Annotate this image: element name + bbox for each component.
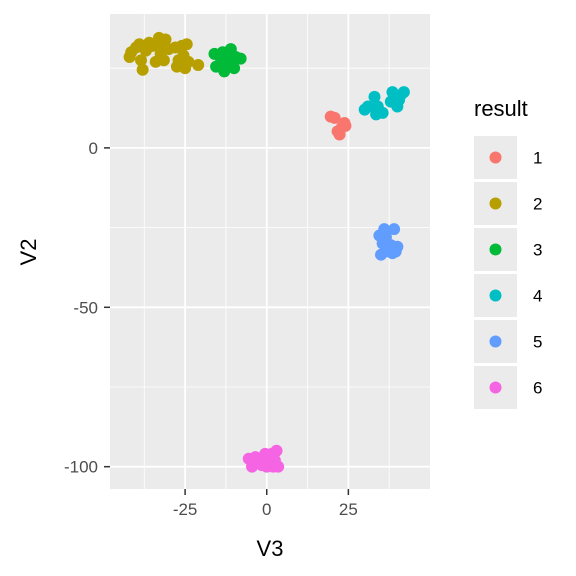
legend-key-1 [489, 151, 502, 164]
point-series-4 [376, 106, 389, 119]
y-tick-label: -100 [64, 458, 98, 477]
point-series-2 [135, 54, 148, 67]
legend: result 1 2 3 4 5 6 [474, 96, 542, 409]
point-series-2 [136, 63, 149, 76]
y-tick-label: -50 [73, 298, 98, 317]
point-series-6 [270, 444, 283, 457]
legend-label-3: 3 [533, 241, 542, 260]
point-series-2 [192, 59, 205, 72]
point-series-5 [388, 223, 401, 236]
legend-label-4: 4 [533, 287, 542, 306]
x-axis-title: V3 [257, 536, 284, 561]
legend-label-6: 6 [533, 379, 542, 398]
grid-minor [110, 14, 430, 489]
legend-key-3 [489, 243, 502, 256]
x-tick-label: 0 [262, 500, 271, 519]
point-series-3 [218, 65, 231, 78]
point-series-4 [397, 86, 410, 99]
point-series-4 [361, 100, 374, 113]
data-points [123, 31, 410, 473]
point-series-3 [234, 52, 247, 65]
point-series-1 [328, 111, 341, 124]
y-axis-title: V2 [16, 239, 41, 266]
point-series-6 [272, 460, 285, 473]
point-series-3 [228, 62, 241, 75]
point-series-2 [180, 38, 193, 51]
legend-key-4 [489, 289, 502, 302]
point-series-4 [368, 90, 381, 103]
legend-label-1: 1 [533, 149, 542, 168]
point-series-2 [146, 39, 159, 52]
y-tick-label: 0 [89, 139, 98, 158]
legend-title: result [474, 96, 528, 121]
point-series-6 [246, 460, 259, 473]
legend-key-5 [489, 335, 502, 348]
point-series-2 [157, 54, 170, 67]
legend-label-5: 5 [533, 333, 542, 352]
legend-label-2: 2 [533, 195, 542, 214]
x-tick-label: 25 [339, 500, 358, 519]
legend-key-6 [489, 381, 502, 394]
point-series-2 [182, 55, 195, 68]
point-series-1 [339, 119, 352, 132]
point-series-5 [391, 240, 404, 253]
axes: -25 0 25 0 -50 -100 [64, 139, 358, 519]
legend-key-2 [489, 197, 502, 210]
x-tick-label: -25 [173, 500, 198, 519]
point-series-2 [159, 33, 172, 46]
